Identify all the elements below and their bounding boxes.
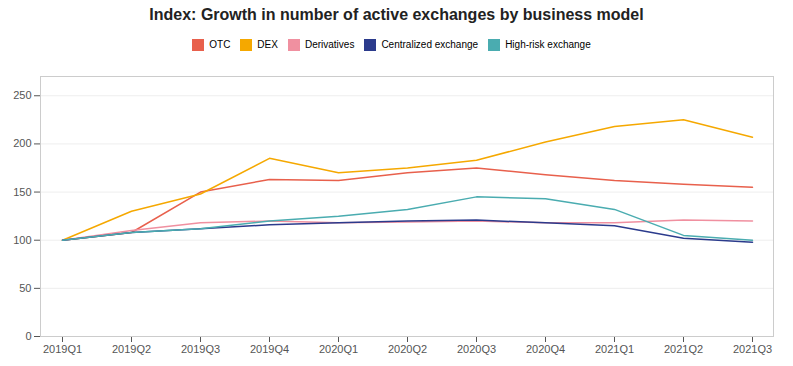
html-text:Derivatives: Derivatives <box>304 39 355 50</box>
svg-text:2019Q2: 2019Q2 <box>112 343 151 355</box>
svg-text:2021Q1: 2021Q1 <box>595 343 634 355</box>
html-text:DEX: DEX <box>257 39 278 50</box>
html-text:Centralized exchange: Centralized exchange <box>381 39 479 50</box>
svg-text:2020Q4: 2020Q4 <box>526 343 565 355</box>
svg-text:250: 250 <box>13 89 31 101</box>
html-text:OTC: OTC <box>209 39 231 50</box>
html-text:Index: Growth in number of act: Index: Growth in number of active exchan… <box>149 6 644 23</box>
svg-text:2020Q3: 2020Q3 <box>457 343 496 355</box>
svg-text:2021Q3: 2021Q3 <box>733 343 772 355</box>
svg-text:2019Q1: 2019Q1 <box>43 343 82 355</box>
svg-text:2019Q3: 2019Q3 <box>181 343 220 355</box>
svg-text:50: 50 <box>19 282 31 294</box>
svg-text:0: 0 <box>25 330 31 342</box>
svg-text:2021Q2: 2021Q2 <box>664 343 703 355</box>
svg-text:2019Q4: 2019Q4 <box>250 343 289 355</box>
svg-text:100: 100 <box>13 234 31 246</box>
svg-text:150: 150 <box>13 186 31 198</box>
svg-text:200: 200 <box>13 137 31 149</box>
svg-text:2020Q1: 2020Q1 <box>319 343 358 355</box>
html-text:High-risk exchange: High-risk exchange <box>505 39 591 50</box>
svg-text:2020Q2: 2020Q2 <box>388 343 427 355</box>
